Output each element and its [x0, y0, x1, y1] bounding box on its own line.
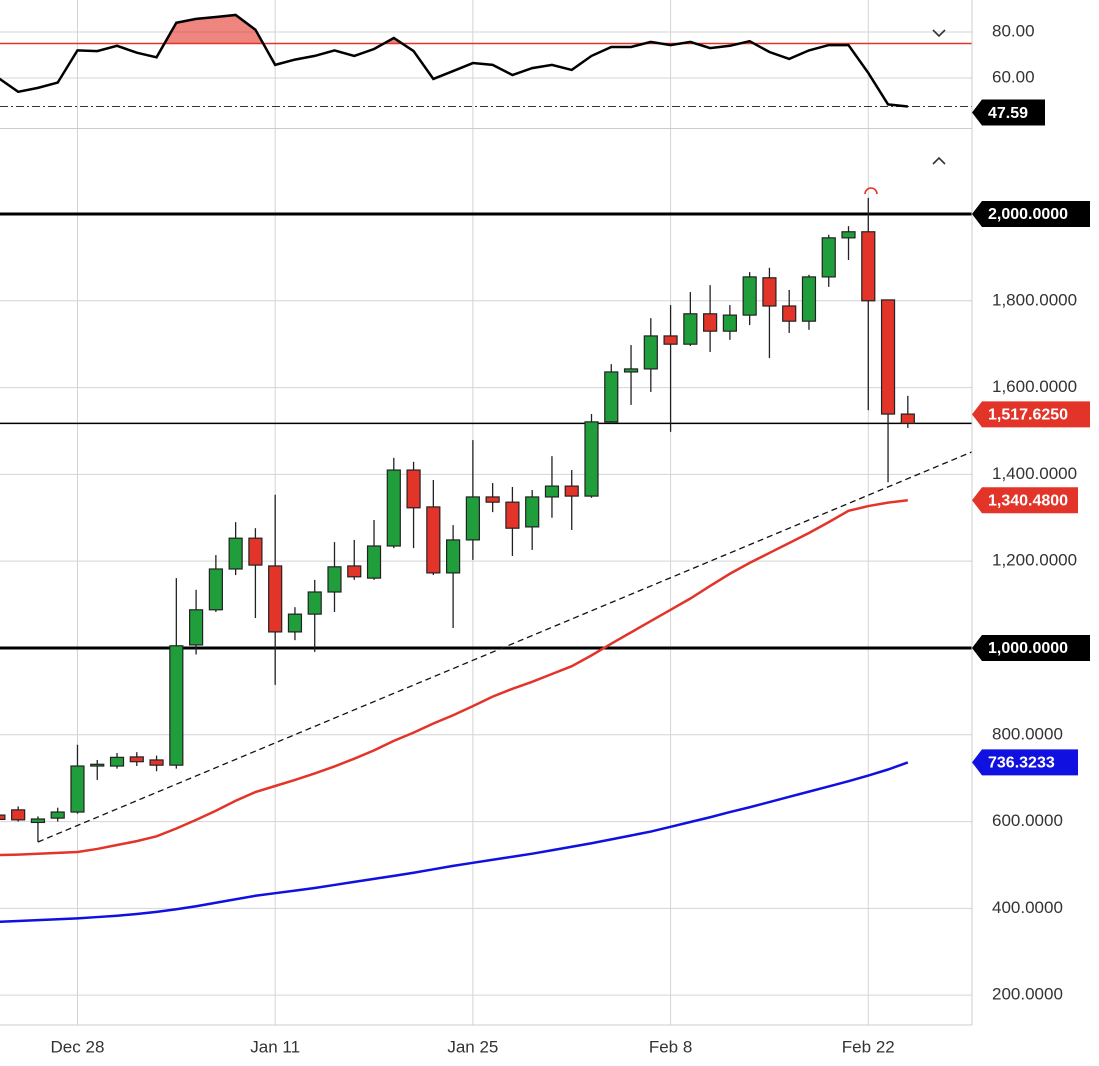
candle-body [841, 231, 856, 239]
badge-label: 2,000.0000 [988, 206, 1068, 223]
candle-body [70, 765, 85, 813]
rsi-tick-label: 80.00 [992, 21, 1035, 40]
labels: Dec 28 Jan 11 Jan 25 Feb 8 Feb 22 200.0000 400… [51, 21, 1090, 1056]
candle-body [861, 231, 876, 302]
x-tick-label: Jan 11 [250, 1037, 300, 1056]
y-tick-label: 1,400.0000 [992, 464, 1077, 483]
candle-body [50, 811, 65, 819]
candle-body [900, 413, 915, 424]
badge-label: 1,000.0000 [988, 640, 1068, 657]
x-tick-label: Feb 8 [649, 1037, 692, 1056]
badge-label: 1,517.6250 [988, 407, 1068, 424]
x-tick-label: Dec 28 [51, 1037, 105, 1056]
x-tick-label: Jan 25 [447, 1037, 498, 1056]
candle-body [347, 565, 362, 578]
candle-body [525, 496, 540, 528]
candle-body [544, 485, 560, 498]
candle-body [604, 371, 619, 423]
badge-label: 1,340.4800 [988, 492, 1068, 509]
candle-body [426, 506, 441, 574]
candle-body [406, 469, 421, 509]
candle-body [169, 645, 184, 766]
candle-body [149, 759, 164, 766]
price-badge [972, 634, 1090, 661]
candle-body [465, 496, 480, 541]
rsi-tick-label: 60.00 [992, 67, 1035, 86]
candle-body [386, 469, 401, 547]
candle-body [782, 305, 797, 322]
candle-body [643, 335, 658, 370]
rsi-panel [0, 13, 972, 108]
candle-body [109, 756, 125, 767]
candle-body [683, 313, 698, 345]
candle-body [564, 485, 579, 497]
candle-body [248, 537, 263, 566]
candle-body [663, 335, 678, 345]
candle-body [327, 566, 342, 593]
price-badge [972, 99, 1045, 126]
candle-body [208, 568, 223, 611]
y-tick-label: 1,800.0000 [992, 290, 1077, 309]
candle-body [30, 818, 46, 824]
candle-body [11, 809, 26, 821]
y-tick-label: 1,600.0000 [992, 377, 1077, 396]
y-tick-label: 600.0000 [992, 811, 1063, 830]
candle-body [821, 237, 836, 278]
trendline [37, 451, 972, 843]
candle-body [287, 613, 303, 633]
price-badge [972, 749, 1078, 776]
candle-body [880, 299, 896, 415]
y-tick-label: 800.0000 [992, 724, 1063, 743]
y-tick-label: 400.0000 [992, 898, 1063, 917]
candle-body [446, 539, 461, 574]
candle-body [129, 756, 144, 763]
high-marker [864, 187, 878, 195]
candle-body [90, 763, 105, 767]
overbought-area [164, 14, 754, 44]
y-tick-label: 200.0000 [992, 985, 1063, 1004]
badge-label: 47.59 [988, 105, 1028, 122]
candle-body [742, 276, 757, 316]
price-badge [972, 200, 1090, 227]
axes [0, 0, 973, 1026]
candle-body [366, 545, 382, 579]
candle-body [228, 537, 243, 570]
rsi-line [0, 13, 908, 108]
candle-body [189, 609, 204, 646]
y-tick-label: 1,200.0000 [992, 551, 1077, 570]
candle-body [703, 313, 718, 332]
price-panel [0, 197, 972, 924]
candle-body [722, 314, 737, 332]
moving-average [0, 761, 909, 924]
candle-body [307, 591, 322, 615]
candle-body [268, 565, 283, 633]
badge-label: 736.3233 [988, 755, 1055, 772]
candle-body [505, 501, 520, 529]
price-badge [972, 487, 1078, 514]
moving-average [0, 498, 908, 857]
candle-body [0, 814, 6, 821]
price-badge [972, 401, 1090, 428]
x-tick-label: Feb 22 [842, 1037, 895, 1056]
candle-body [801, 276, 817, 322]
candle-body [485, 496, 500, 503]
collapse-button[interactable] [932, 29, 946, 38]
candle-body [584, 421, 599, 497]
candle-body [623, 368, 639, 373]
candle-body [762, 277, 777, 307]
expand-button[interactable] [932, 156, 946, 165]
